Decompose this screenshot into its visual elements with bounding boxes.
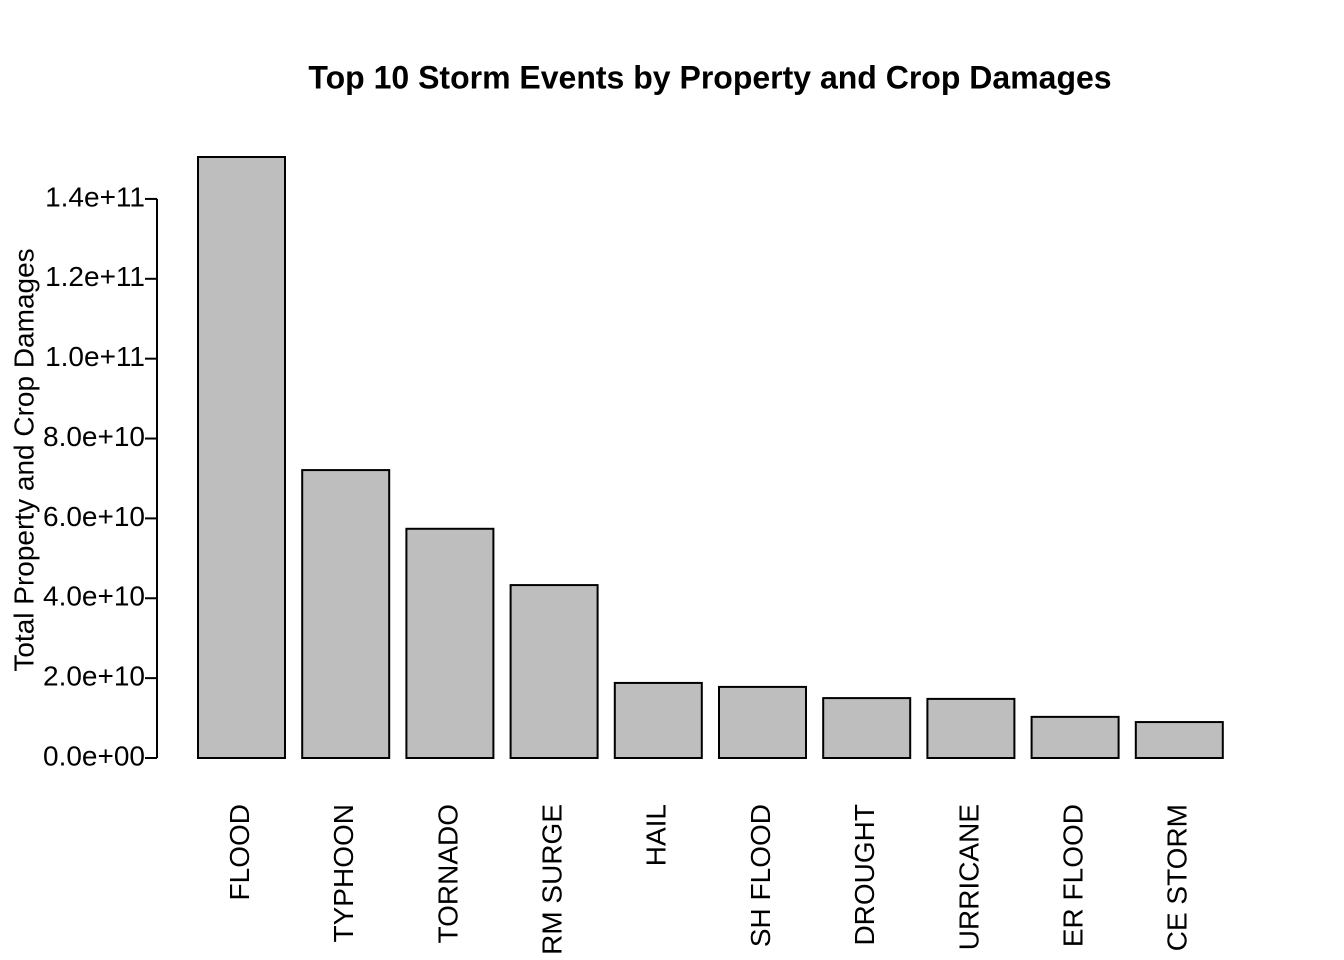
bar (613, 681, 703, 760)
bar (509, 584, 599, 759)
x-tick-label: RM SURGE (536, 804, 567, 955)
y-tick-label: 8.0e+10 (43, 421, 145, 452)
y-tick-label: 1.4e+11 (45, 181, 145, 212)
chart-title: Top 10 Storm Events by Property and Crop… (308, 59, 1111, 95)
y-tick-label: 0.0e+00 (43, 740, 145, 771)
y-axis-label: Total Property and Crop Damages (8, 248, 39, 671)
bar (301, 469, 391, 759)
y-tick-label: 2.0e+10 (43, 661, 145, 692)
x-tick-label: ER FLOOD (1057, 804, 1088, 947)
bar (1134, 721, 1224, 760)
x-tick-label: HAIL (641, 804, 672, 866)
y-tick-label: 4.0e+10 (43, 581, 145, 612)
y-tick-label: 1.0e+11 (45, 341, 145, 372)
bar (1030, 715, 1120, 759)
x-tick-label: TORNADO (432, 804, 463, 944)
x-tick-label: CE STORM (1162, 804, 1193, 951)
x-tick-label: FLOOD (224, 804, 255, 900)
bar (718, 685, 807, 759)
x-tick-label: DROUGHT (849, 804, 880, 946)
bar (926, 697, 1016, 759)
x-tick-label: TYPHOON (328, 804, 359, 942)
x-tick-label: URRICANE (953, 804, 984, 950)
x-tick-label: SH FLOOD (745, 804, 776, 947)
y-tick-label: 6.0e+10 (43, 501, 145, 532)
y-tick-label: 1.2e+11 (45, 261, 145, 292)
bar (197, 156, 286, 759)
bar (405, 527, 495, 759)
bar (822, 697, 912, 760)
